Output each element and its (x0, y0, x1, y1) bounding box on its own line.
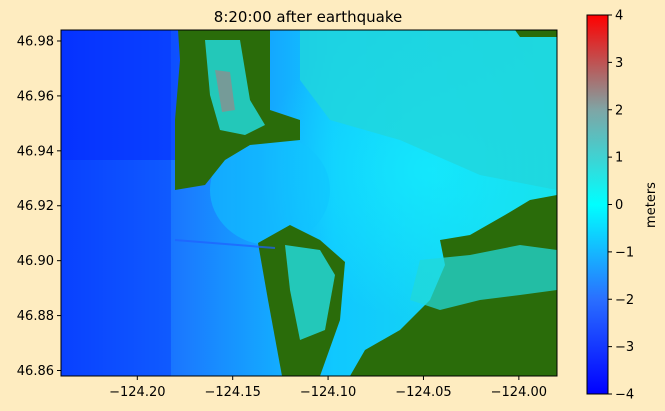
colorbar-tick-label: 2 (615, 103, 623, 118)
inlet-water (210, 135, 330, 245)
colorbar-tick-label: 3 (615, 56, 623, 71)
x-tick-label: −124.10 (300, 385, 356, 400)
colorbar-tick-label: 0 (615, 198, 623, 213)
colorbar-tick-label: −4 (615, 388, 634, 403)
colorbar-tick-label: −3 (615, 340, 634, 355)
colorbar-tick-label: −2 (615, 293, 634, 308)
y-tick-label: 46.94 (17, 144, 54, 159)
x-tick-label: −124.20 (109, 385, 165, 400)
x-tick-label: −124.05 (395, 385, 451, 400)
x-tick-label: −124.00 (491, 385, 547, 400)
y-tick-label: 46.90 (17, 254, 54, 269)
colorbar-tick-label: 1 (615, 151, 623, 166)
south-spit-shallows (285, 245, 335, 340)
nw-ocean-band (61, 30, 181, 160)
north-spit-shallows (205, 40, 265, 135)
colorbar-label: meters (644, 182, 659, 228)
northeast-land (515, 30, 557, 37)
colorbar-axis: −4 −3 −2 −1 0 1 2 3 4 (608, 9, 634, 403)
plot-frame (60, 29, 558, 377)
north-spit-tidal-flat (215, 70, 235, 112)
y-axis: 46.86 46.88 46.90 46.92 46.94 46.96 46.98 (17, 34, 61, 379)
y-tick-label: 46.98 (17, 34, 54, 49)
map-field (61, 30, 557, 376)
deep-ocean-band (61, 30, 171, 376)
northeast-shallows (300, 30, 557, 190)
x-tick-label: −124.15 (204, 385, 260, 400)
colorbar-tick-label: −1 (615, 245, 634, 260)
colorbar-tick-label: 4 (615, 9, 623, 24)
y-tick-label: 46.92 (17, 199, 54, 214)
y-tick-label: 46.96 (17, 89, 54, 104)
jetty-line (174, 239, 276, 249)
y-tick-label: 46.86 (17, 364, 54, 379)
southeast-shallows (410, 245, 557, 310)
colorbar (586, 14, 609, 395)
y-tick-label: 46.88 (17, 309, 54, 324)
x-axis: −124.20 −124.15 −124.10 −124.05 −124.00 (109, 376, 547, 400)
chart-title: 8:20:00 after earthquake (214, 8, 402, 26)
